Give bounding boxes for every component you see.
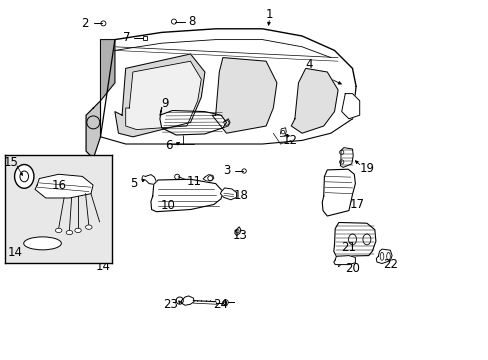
- Polygon shape: [203, 175, 213, 181]
- Text: 2: 2: [81, 17, 89, 30]
- Text: 6: 6: [165, 139, 172, 152]
- Bar: [142, 36, 147, 40]
- Ellipse shape: [66, 230, 73, 235]
- Text: 11: 11: [186, 175, 201, 188]
- Text: 8: 8: [188, 15, 196, 28]
- Polygon shape: [220, 188, 236, 200]
- Text: 5: 5: [130, 177, 137, 190]
- Text: 24: 24: [213, 298, 228, 311]
- Text: 12: 12: [283, 134, 298, 147]
- Text: 21: 21: [340, 241, 355, 254]
- Text: 20: 20: [345, 262, 359, 275]
- Text: 15: 15: [4, 156, 19, 169]
- Text: 19: 19: [359, 162, 374, 175]
- Text: 1: 1: [265, 8, 273, 21]
- Polygon shape: [151, 179, 223, 212]
- Text: 17: 17: [348, 198, 364, 211]
- Polygon shape: [181, 296, 194, 305]
- Polygon shape: [280, 128, 285, 136]
- Polygon shape: [125, 61, 201, 130]
- Polygon shape: [234, 227, 241, 235]
- Polygon shape: [375, 249, 391, 264]
- Polygon shape: [340, 148, 352, 167]
- Text: 22: 22: [382, 258, 397, 271]
- Text: 10: 10: [161, 199, 175, 212]
- Text: 18: 18: [233, 189, 248, 202]
- Polygon shape: [291, 68, 337, 133]
- Ellipse shape: [15, 165, 34, 188]
- Text: 9: 9: [161, 97, 168, 110]
- Ellipse shape: [55, 228, 62, 233]
- Ellipse shape: [23, 237, 61, 250]
- Circle shape: [224, 301, 226, 303]
- Text: 14: 14: [8, 246, 23, 258]
- Polygon shape: [86, 101, 101, 158]
- Text: 13: 13: [232, 229, 247, 242]
- Polygon shape: [160, 108, 226, 135]
- Polygon shape: [101, 40, 115, 101]
- Polygon shape: [341, 94, 359, 119]
- Polygon shape: [35, 174, 93, 198]
- Polygon shape: [333, 256, 355, 265]
- Polygon shape: [212, 58, 276, 133]
- Ellipse shape: [75, 228, 81, 233]
- Text: 14: 14: [96, 260, 111, 273]
- Ellipse shape: [85, 225, 92, 229]
- Text: 7: 7: [122, 31, 130, 44]
- Polygon shape: [333, 222, 375, 256]
- Text: 23: 23: [163, 298, 178, 311]
- Polygon shape: [115, 54, 204, 137]
- Text: 4: 4: [305, 58, 312, 71]
- Polygon shape: [145, 175, 156, 184]
- Text: 16: 16: [51, 179, 66, 192]
- Text: 3: 3: [223, 165, 230, 177]
- Polygon shape: [322, 169, 355, 216]
